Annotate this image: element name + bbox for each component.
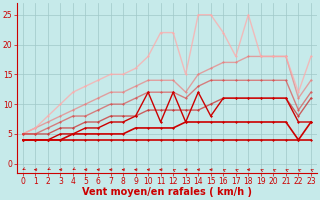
X-axis label: Vent moyen/en rafales ( km/h ): Vent moyen/en rafales ( km/h )	[82, 187, 252, 197]
